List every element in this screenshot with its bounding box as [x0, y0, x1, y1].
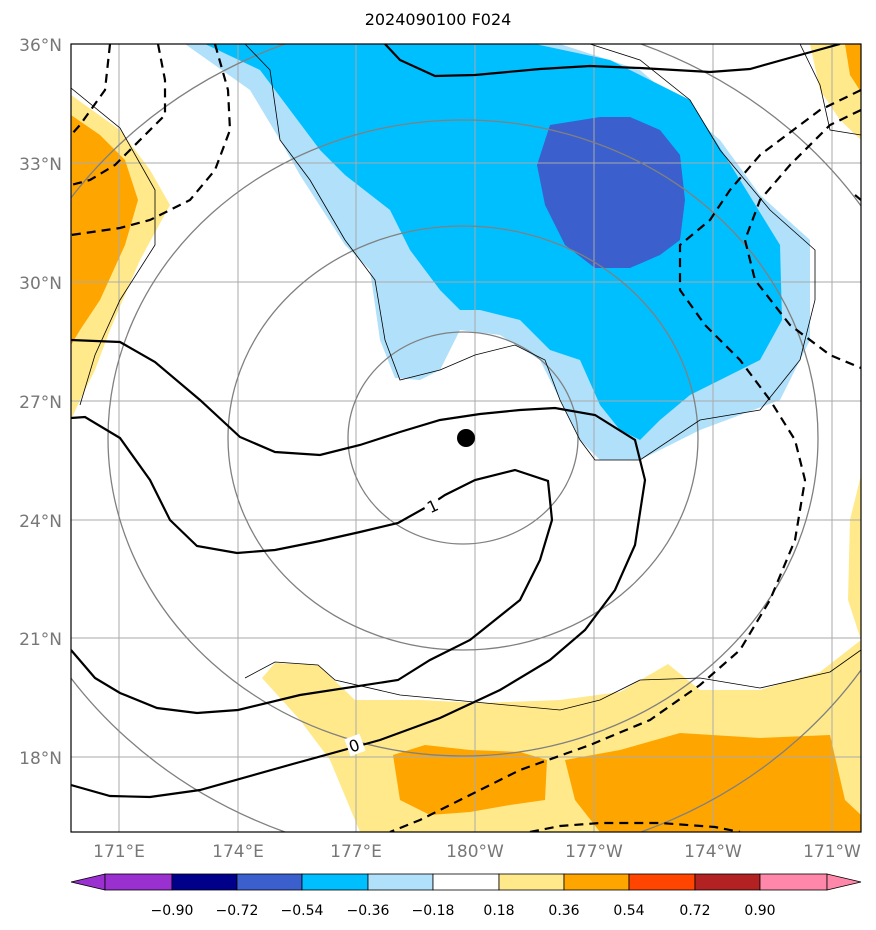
- colorbar-bin-10: [759, 873, 828, 891]
- lon-label-177w: 177°W: [565, 842, 623, 862]
- colorbar-ticks: −0.90 −0.72 −0.54 −0.36 −0.18 0.18 0.36 …: [151, 903, 776, 919]
- lon-label-180w: 180°W: [446, 842, 504, 862]
- latitude-labels: 36°N 33°N 30°N 27°N 24°N 21°N 18°N: [19, 36, 62, 769]
- contour-label-1-group: 1: [420, 493, 444, 517]
- shading-dark-blue: [537, 117, 685, 268]
- solid-contours: [71, 44, 841, 799]
- cb-tick-8: 0.72: [679, 903, 710, 919]
- cb-tick-4: −0.18: [412, 903, 455, 919]
- lon-label-174w: 174°W: [684, 842, 742, 862]
- colorbar-extend-low: [70, 873, 106, 891]
- colorbar-bin-5: [432, 873, 500, 891]
- shading-right-yellow: [848, 475, 861, 640]
- cb-tick-0: −0.90: [151, 903, 194, 919]
- map-frame: [70, 43, 862, 833]
- colorbar-extend-high: [826, 873, 862, 891]
- cb-tick-1: −0.72: [216, 903, 259, 919]
- lat-label-33: 33°N: [19, 155, 62, 175]
- shading-outline-thin-4: [799, 44, 861, 136]
- lat-label-30: 30°N: [19, 274, 62, 294]
- lon-label-177e: 177°E: [330, 842, 382, 862]
- cb-tick-9: 0.90: [744, 903, 775, 919]
- storm-center-dot: [457, 429, 475, 447]
- longitude-labels: 171°E 174°E 177°E 180°W 177°W 174°W 171°…: [93, 842, 861, 862]
- lat-label-18: 18°N: [19, 749, 62, 769]
- cb-tick-2: −0.54: [281, 903, 324, 919]
- colorbar-bin-9: [694, 873, 761, 891]
- colorbar-bin-8: [628, 873, 696, 891]
- colorbar-bin-3: [301, 873, 369, 891]
- lat-label-27: 27°N: [19, 393, 62, 413]
- cb-tick-7: 0.54: [613, 903, 644, 919]
- cb-tick-6: 0.36: [548, 903, 579, 919]
- map-title: 2024090100 F024: [364, 10, 512, 29]
- shading-outline-thin: [71, 87, 156, 406]
- colorbar-bin-7: [563, 873, 630, 891]
- colorbar-bin-4: [367, 873, 434, 891]
- lon-label-171w: 171°W: [803, 842, 861, 862]
- colorbar-bin-0: [104, 873, 173, 891]
- map-content: 1 0: [71, 44, 861, 832]
- colorbar-bin-2: [236, 873, 303, 891]
- colorbar: [70, 873, 862, 891]
- colorbar-bin-1: [171, 873, 238, 891]
- shading-outline-thin-2: [244, 44, 816, 461]
- range-rings: [71, 44, 861, 832]
- colorbar-bin-6: [498, 873, 565, 891]
- cb-tick-5: 0.18: [483, 903, 514, 919]
- shading-bottom-orange-1: [393, 745, 547, 815]
- lat-label-21: 21°N: [19, 630, 62, 650]
- shading-topright-yellow: [810, 44, 861, 140]
- lat-label-24: 24°N: [19, 512, 62, 532]
- lon-label-174e: 174°E: [212, 842, 264, 862]
- contour-label-0-group: 0: [344, 733, 366, 756]
- shading-topright-orange: [845, 44, 861, 92]
- cb-tick-3: −0.36: [347, 903, 390, 919]
- lon-label-171e: 171°E: [93, 842, 145, 862]
- lat-label-36: 36°N: [19, 36, 62, 56]
- dashed-contours: [71, 44, 861, 832]
- shading-outline-thin-3: [244, 649, 861, 711]
